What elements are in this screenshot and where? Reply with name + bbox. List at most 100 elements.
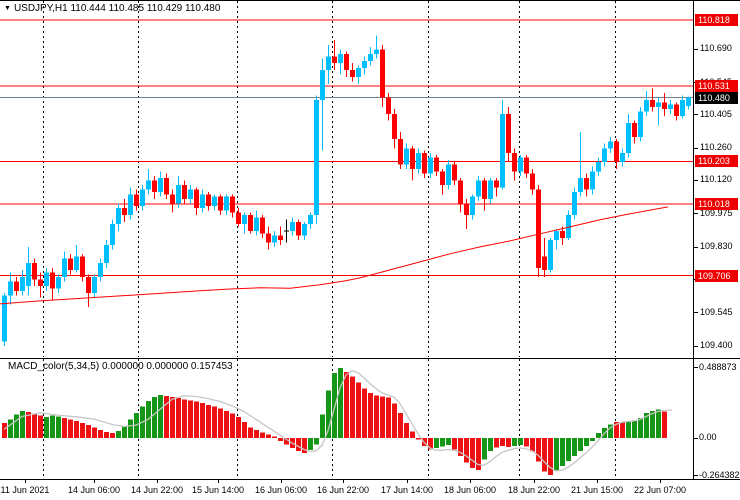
macd-histogram-bar [98, 430, 103, 438]
pane-divider[interactable] [0, 358, 740, 359]
candle-body [254, 217, 259, 232]
macd-histogram-bar [62, 417, 67, 438]
macd-histogram-bar [404, 422, 409, 438]
candle-body [260, 217, 265, 234]
macd-histogram-bar [38, 415, 43, 438]
macd-histogram-bar [494, 438, 499, 448]
macd-histogram-bar [614, 422, 619, 438]
candle-body [314, 100, 319, 215]
price-tick-label: 110.120 [700, 174, 732, 185]
candle-body [518, 157, 523, 172]
macd-histogram-bar [272, 436, 277, 438]
candle-body [308, 214, 313, 225]
time-axis-tick [157, 480, 158, 483]
time-axis-label: 17 Jun 14:00 [380, 485, 434, 495]
macd-indicator-values: 0.000000 0.000000 0.157453 [101, 361, 233, 372]
macd-histogram-bar [2, 422, 7, 438]
candle-body [128, 194, 133, 215]
macd-histogram-bar [620, 422, 625, 438]
candle-body [530, 173, 535, 190]
candle-body [608, 141, 613, 149]
macd-histogram-bar [8, 419, 13, 438]
candle-body [146, 180, 151, 190]
time-axis-label: 14 Jun 22:00 [130, 485, 184, 495]
candle-body [68, 258, 73, 271]
macd-histogram-bar [44, 416, 49, 438]
macd-histogram-bar [314, 438, 319, 445]
macd-histogram-bar [662, 411, 667, 438]
candle-body [620, 152, 625, 163]
macd-histogram-bar [248, 427, 253, 438]
candle-body [62, 258, 67, 278]
price-axis-tick [694, 179, 698, 181]
macd-histogram-bar [530, 438, 535, 452]
candle-body [524, 157, 529, 174]
macd-histogram-bar [218, 408, 223, 438]
macd-histogram-bar [410, 431, 415, 438]
macd-histogram-bar [284, 438, 289, 445]
macd-histogram-bar [512, 438, 517, 446]
candle-body [422, 152, 427, 174]
time-axis-label: 21 Jun 15:00 [570, 485, 624, 495]
macd-histogram-bar [362, 388, 367, 438]
macd-histogram-bar [398, 412, 403, 438]
candle-body [638, 111, 643, 137]
candle-body [278, 235, 283, 241]
candle-body [416, 152, 421, 169]
time-axis[interactable]: 11 Jun 2021 14 Jun 06:00 14 Jun 22:00 15 Ju… [0, 480, 740, 500]
macd-histogram-bar [482, 438, 487, 460]
time-axis-divider [0, 479, 740, 480]
macd-histogram-bar [638, 417, 643, 438]
current-price-label: 110.480 [695, 91, 738, 104]
time-axis-tick [343, 480, 344, 483]
macd-histogram-bar [416, 438, 421, 440]
macd-histogram-bar [488, 438, 493, 451]
candle-body [104, 244, 109, 264]
price-tick-label: 110.260 [700, 142, 732, 153]
candle-body [296, 221, 301, 236]
candle-body [542, 256, 547, 271]
time-axis-label: 11 Jun 2021 [0, 485, 50, 495]
candle-body [368, 54, 373, 61]
candle-body [428, 157, 433, 174]
main-chart-pane[interactable]: ▼ USDJPY,H1 110.444 110.485 110.429 110.4… [0, 1, 694, 358]
macd-histogram-bar [158, 395, 163, 438]
price-axis-tick [694, 114, 698, 116]
candle-body [344, 54, 349, 71]
time-axis-tick [25, 480, 26, 483]
candle-body [332, 56, 337, 64]
macd-histogram-bar [230, 413, 235, 438]
macd-histogram-bar [344, 371, 349, 438]
candle-body [650, 100, 655, 107]
candlestick-chart [0, 1, 693, 357]
candle-body [188, 189, 193, 199]
symbol-dropdown-icon[interactable]: ▼ [4, 5, 11, 12]
candle-body [434, 157, 439, 172]
candle-body [98, 263, 103, 278]
candle-body [170, 194, 175, 204]
candle-body [158, 178, 163, 192]
macd-histogram-bar [182, 399, 187, 438]
price-axis[interactable]: 110.690110.545110.405110.260110.120109.9… [694, 1, 740, 358]
macd-histogram-bar [56, 416, 61, 438]
moving-average-line [0, 206, 669, 305]
candle-body [494, 180, 499, 188]
price-tick-label: 109.400 [700, 340, 733, 350]
macd-histogram-bar [86, 425, 91, 438]
price-level-label: 110.531 [695, 79, 738, 92]
macd-axis[interactable]: 0.488873 0.00 -0.264382 [694, 359, 740, 480]
macd-histogram-bar [296, 438, 301, 452]
candle-body [584, 178, 589, 190]
chart-title: ▼ USDJPY,H1 110.444 110.485 110.429 110.4… [4, 3, 220, 14]
time-axis-label: 14 Jun 06:00 [67, 485, 121, 495]
time-axis-tick [94, 480, 95, 483]
candle-body [302, 224, 307, 236]
candle-body [548, 240, 553, 271]
time-axis-label: 16 Jun 22:00 [316, 485, 370, 495]
macd-histogram-bar [320, 414, 325, 438]
macd-histogram-bar [110, 432, 115, 438]
macd-pane[interactable]: MACD_color(5,34,5) 0.000000 0.000000 0.1… [0, 359, 694, 479]
candle-body [50, 272, 55, 289]
macd-histogram-bar [380, 396, 385, 438]
